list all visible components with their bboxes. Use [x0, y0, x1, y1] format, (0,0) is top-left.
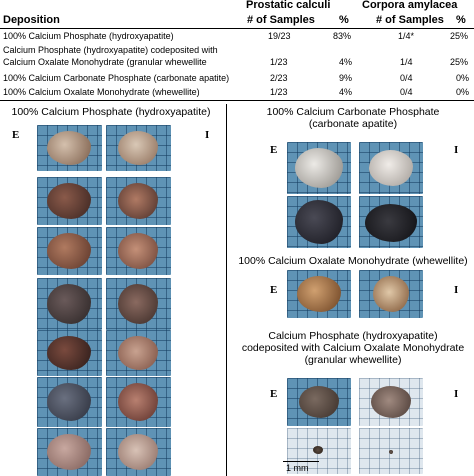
cell-pc-n: 1/23 — [270, 57, 288, 67]
row-label: Calcium Phosphate (hydroxyapatite) codep… — [3, 45, 218, 55]
specimen-photo — [359, 142, 423, 194]
calculus-specimen — [389, 450, 393, 454]
col-header-samples-prostatic: # of Samples — [247, 14, 315, 26]
col-header-samples-corpora: # of Samples — [376, 14, 444, 26]
cell-ca-pct: 0% — [456, 73, 470, 83]
specimen-photo — [37, 227, 102, 275]
cell-pc-pct: 83% — [333, 31, 352, 41]
label-internal: I — [205, 129, 210, 141]
calculus-specimen — [295, 148, 343, 188]
specimen-photo — [287, 270, 351, 318]
row-label: 100% Calcium Carbonate Phosphate (carbon… — [3, 73, 230, 83]
calculus-specimen — [47, 336, 91, 370]
label-internal: I — [454, 284, 459, 296]
calculus-specimen — [47, 434, 91, 470]
col-header-deposition: Deposition — [3, 14, 60, 26]
specimen-photo — [359, 428, 423, 474]
cell-pc-n: 2/23 — [270, 73, 288, 83]
specimen-photo — [106, 330, 171, 376]
calculus-specimen — [118, 383, 158, 421]
calculus-specimen — [369, 150, 413, 186]
specimen-photo — [106, 125, 171, 171]
calculus-specimen — [299, 386, 339, 418]
cell-ca-pct: 25% — [450, 57, 469, 67]
specimen-photo — [106, 377, 171, 427]
specimen-photo — [359, 378, 423, 426]
group-header-corpora: Corpora amylacea — [362, 0, 458, 11]
label-internal: I — [454, 388, 459, 400]
right-title-carbonate: 100% Calcium Carbonate Phosphate (carbon… — [266, 106, 440, 130]
cell-ca-n: 1/4 — [400, 57, 413, 67]
specimen-photo — [37, 377, 102, 427]
table-bottom-rule — [0, 100, 474, 101]
label-external: E — [270, 144, 278, 156]
group-header-prostatic: Prostatic calculi — [246, 0, 331, 11]
cell-ca-n: 0/4 — [400, 87, 413, 97]
calculus-specimen — [47, 233, 91, 269]
right-title-whewellite: 100% Calcium Oxalate Monohydrate (whewel… — [238, 255, 468, 267]
cell-pc-pct: 4% — [339, 87, 353, 97]
calculus-specimen — [295, 200, 343, 244]
specimen-photo — [106, 278, 171, 330]
cell-pc-pct: 4% — [339, 57, 353, 67]
calculus-specimen — [118, 336, 158, 370]
row-label: 100% Calcium Phosphate (hydroxyapatite) — [3, 31, 174, 41]
cell-ca-n: 1/4* — [398, 31, 415, 41]
label-external: E — [270, 284, 278, 296]
specimen-photo — [287, 428, 351, 474]
col-header-pct-prostatic: % — [339, 14, 349, 26]
row-label-cont: Calcium Oxalate Monohydrate (granular wh… — [3, 57, 207, 67]
cell-ca-n: 0/4 — [400, 73, 413, 83]
cell-ca-pct: 0% — [456, 87, 470, 97]
panel-divider — [226, 104, 227, 476]
calculus-specimen — [47, 183, 91, 219]
specimen-photo — [37, 177, 102, 225]
specimen-photo — [359, 196, 423, 248]
specimen-photo — [37, 278, 102, 330]
col-header-pct-corpora: % — [456, 14, 466, 26]
specimen-photo — [37, 428, 102, 476]
specimen-photo — [287, 378, 351, 426]
calculus-specimen — [297, 276, 341, 312]
header-rule — [0, 28, 474, 29]
cell-pc-n: 1/23 — [270, 87, 288, 97]
calculus-specimen — [118, 131, 158, 165]
specimen-photo — [106, 177, 171, 225]
specimen-photo — [287, 142, 351, 194]
specimen-photo — [37, 330, 102, 376]
cell-ca-pct: 25% — [450, 31, 469, 41]
label-external: E — [12, 129, 20, 141]
calculus-specimen — [371, 386, 411, 418]
calculus-specimen — [365, 204, 417, 242]
scale-bar-label: 1 mm — [286, 463, 309, 473]
specimen-photo — [287, 196, 351, 248]
calculus-specimen — [47, 131, 91, 165]
label-internal: I — [454, 144, 459, 156]
specimen-photo — [106, 227, 171, 275]
calculus-specimen — [118, 284, 158, 324]
specimen-photo — [106, 428, 171, 476]
calculus-specimen — [47, 383, 91, 421]
cell-pc-pct: 9% — [339, 73, 353, 83]
specimen-photo — [359, 270, 423, 318]
label-external: E — [270, 388, 278, 400]
calculus-specimen — [118, 434, 158, 470]
left-panel-title: 100% Calcium Phosphate (hydroxyapatite) — [11, 106, 211, 118]
calculus-specimen — [118, 233, 158, 269]
row-label: 100% Calcium Oxalate Monohydrate (whewel… — [3, 87, 200, 97]
calculus-specimen — [373, 276, 409, 312]
cell-pc-n: 19/23 — [268, 31, 291, 41]
calculus-specimen — [118, 183, 158, 219]
scale-bar-line — [283, 461, 319, 462]
right-title-codeposited: Calcium Phosphate (hydroxyapatite) codep… — [241, 330, 465, 366]
specimen-photo — [37, 125, 102, 171]
calculus-specimen — [313, 446, 323, 454]
calculus-specimen — [47, 284, 91, 324]
